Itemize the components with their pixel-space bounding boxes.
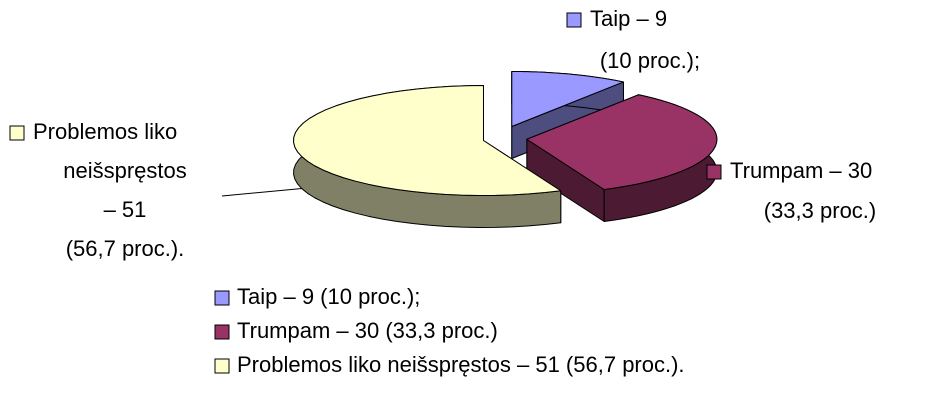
legend-swatch — [214, 324, 230, 340]
legend-label: Trumpam – 30 (33,3 proc.) — [237, 318, 498, 343]
data-label: Problemos liko — [33, 119, 177, 144]
data-label: – 51 — [104, 197, 147, 222]
legend-swatch — [214, 358, 230, 374]
legend-label: Problemos liko neišspręstos – 51 (56,7 p… — [237, 352, 685, 377]
slice — [511, 70, 624, 127]
label-swatch — [706, 164, 722, 180]
slice — [293, 85, 562, 196]
legend-swatch — [214, 290, 230, 306]
slice — [526, 94, 718, 191]
legend-label: Taip – 9 (10 proc.); — [237, 284, 420, 309]
label-swatch — [9, 125, 25, 141]
label-swatch — [566, 12, 582, 28]
data-label: (33,3 proc.) — [764, 198, 877, 223]
data-label: (56,7 proc.). — [66, 236, 185, 261]
data-label: neišspręstos — [63, 158, 187, 183]
data-label: Trumpam – 30 — [730, 158, 872, 183]
data-label: Taip – 9 — [590, 6, 667, 31]
data-label: (10 proc.); — [600, 48, 700, 73]
